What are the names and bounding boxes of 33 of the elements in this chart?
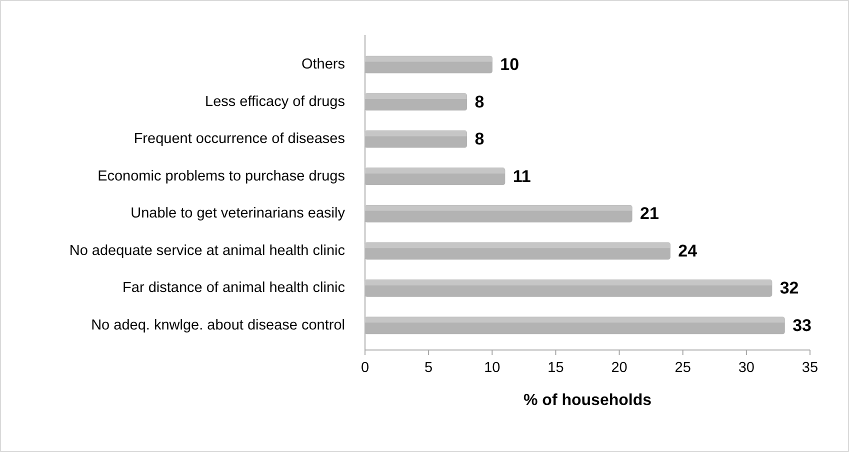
y-tick-label: Others: [301, 56, 345, 73]
bar: [364, 93, 468, 111]
bar: [364, 130, 468, 148]
data-label: 24: [678, 241, 698, 260]
y-tick-label: Frequent occurrence of diseases: [134, 131, 345, 148]
bar: [364, 242, 670, 260]
x-tick-label: 10: [484, 360, 500, 376]
x-tick-label: 5: [424, 360, 433, 376]
bar: [364, 204, 632, 222]
bar: [364, 56, 492, 74]
x-tick-label: 15: [548, 360, 564, 376]
y-tick-label: Far distance of animal health clinic: [122, 280, 345, 296]
bar: [364, 279, 772, 297]
y-tick-label: Economic problems to purchase drugs: [98, 168, 345, 184]
y-tick-label: No adeq. knwlge. about disease control: [91, 317, 345, 334]
x-tick-label: 0: [360, 360, 370, 376]
x-tick-label: 20: [611, 360, 628, 376]
x-tick-label: 30: [738, 360, 754, 376]
data-label: 11: [512, 166, 531, 186]
bar: [364, 316, 785, 334]
x-tick-label: 35: [802, 360, 818, 376]
bar: [364, 168, 506, 186]
x-tick-label: 25: [674, 360, 691, 376]
data-label: 33: [792, 316, 812, 335]
y-tick-label: No adequate service at animal health clinic: [69, 242, 345, 259]
y-tick-label: Less efficacy of drugs: [205, 94, 345, 110]
data-label: 8: [474, 92, 484, 112]
data-label: 32: [780, 278, 799, 298]
data-label: 21: [640, 204, 659, 224]
data-label: 10: [500, 55, 520, 74]
y-tick-label: Unable to get veterinarians easily: [130, 206, 346, 222]
x-axis-title: % of households: [524, 392, 652, 409]
data-label: 8: [474, 130, 484, 149]
